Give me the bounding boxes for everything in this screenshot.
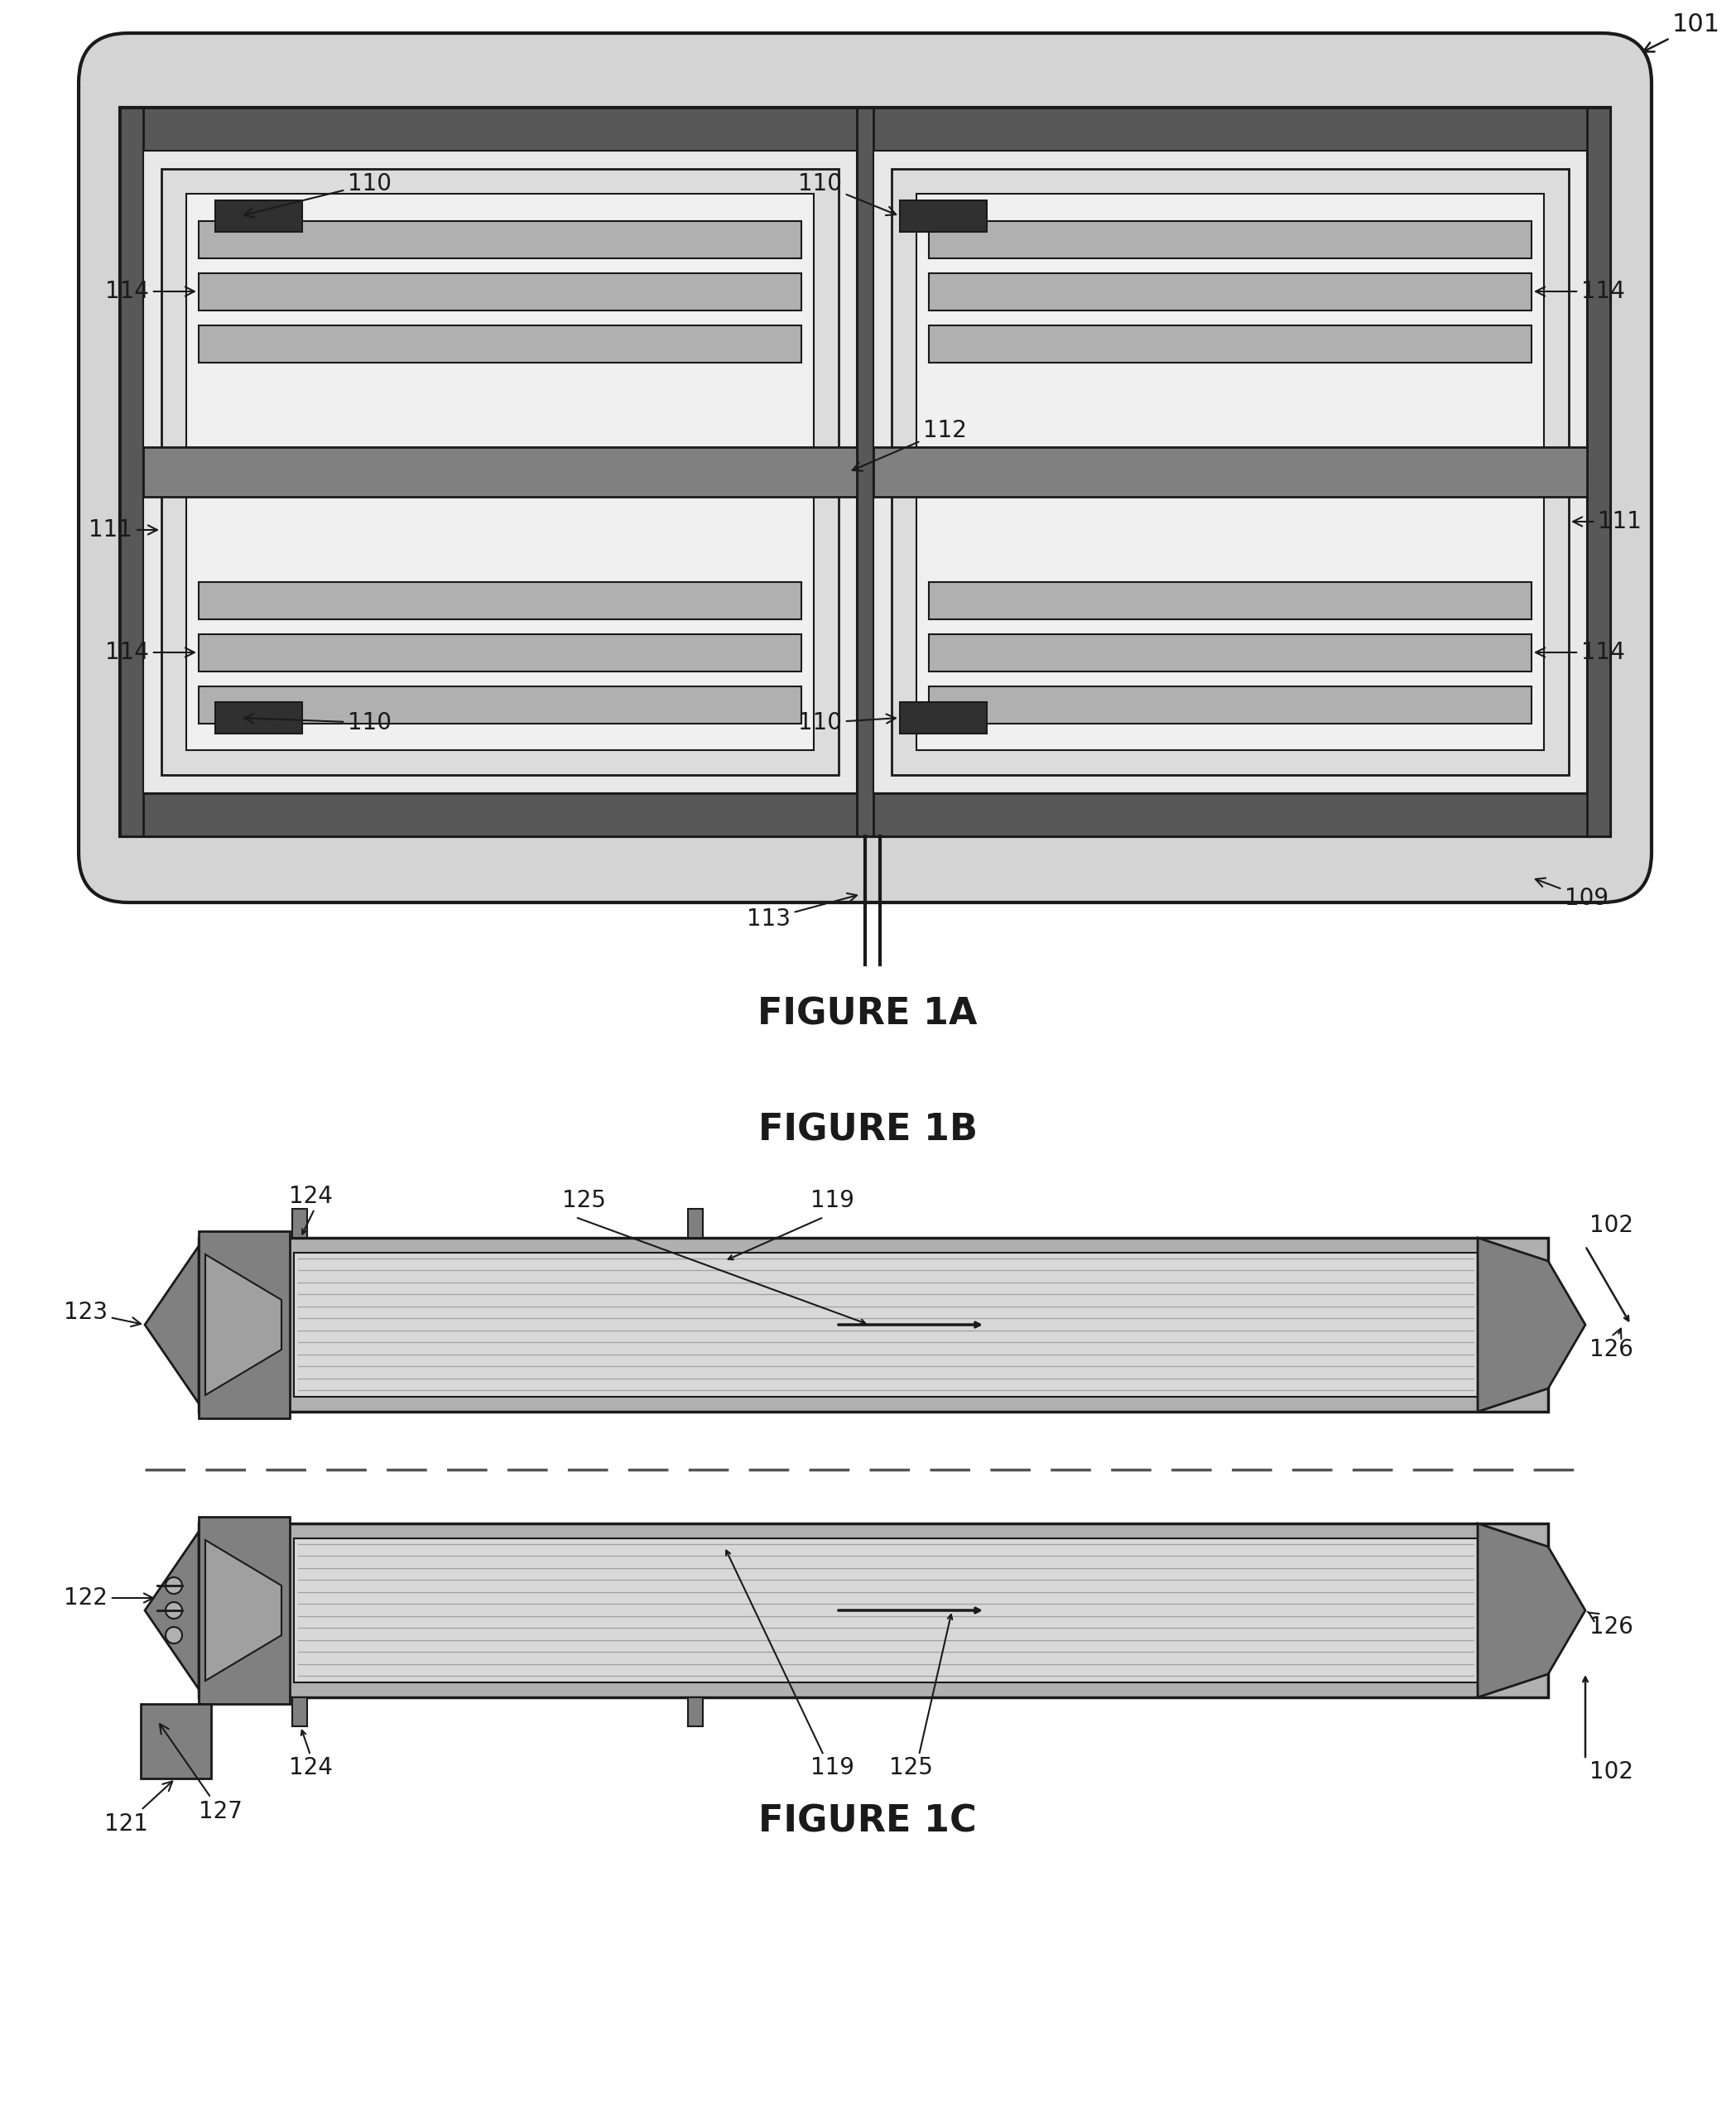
Text: FIGURE 1A: FIGURE 1A <box>757 997 977 1033</box>
Bar <box>917 194 1543 750</box>
Text: 110: 110 <box>799 173 896 215</box>
Bar <box>687 1697 703 1726</box>
Text: 110: 110 <box>245 173 392 217</box>
Bar <box>198 635 802 672</box>
Bar <box>198 221 802 259</box>
Bar <box>899 200 986 232</box>
FancyBboxPatch shape <box>78 34 1651 902</box>
Text: 102: 102 <box>1590 1214 1634 1237</box>
Text: 114: 114 <box>106 280 194 304</box>
Polygon shape <box>1477 1237 1585 1412</box>
Bar <box>929 635 1531 672</box>
Bar <box>929 687 1531 723</box>
Text: 110: 110 <box>799 710 896 734</box>
Polygon shape <box>1477 1524 1585 1697</box>
Bar <box>198 582 802 620</box>
Polygon shape <box>205 1541 281 1680</box>
Circle shape <box>165 1577 182 1594</box>
Bar <box>215 200 302 232</box>
Bar <box>198 1237 1549 1412</box>
Text: FIGURE 1C: FIGURE 1C <box>759 1804 977 1840</box>
Bar <box>929 274 1531 310</box>
Text: 114: 114 <box>1536 641 1625 664</box>
Text: 102: 102 <box>1590 1760 1634 1783</box>
Bar <box>873 447 1587 497</box>
Text: FIGURE 1B: FIGURE 1B <box>759 1113 977 1149</box>
Bar <box>929 221 1531 259</box>
Bar <box>198 1524 1549 1697</box>
Bar <box>292 1697 307 1726</box>
Text: 122: 122 <box>64 1587 153 1611</box>
Bar <box>858 108 873 837</box>
Bar <box>198 1518 290 1703</box>
Bar <box>120 108 1611 837</box>
Text: 127: 127 <box>160 1724 243 1823</box>
Bar <box>293 1252 1477 1398</box>
Text: 111: 111 <box>1573 510 1642 533</box>
Text: 119: 119 <box>811 1756 854 1779</box>
Bar <box>292 1208 307 1237</box>
Text: 119: 119 <box>811 1189 854 1212</box>
Bar <box>120 108 142 837</box>
Circle shape <box>165 1602 182 1619</box>
Polygon shape <box>144 1246 198 1404</box>
Bar <box>142 447 858 497</box>
Bar <box>1587 108 1611 837</box>
Text: 109: 109 <box>1535 879 1609 911</box>
Text: 114: 114 <box>106 641 194 664</box>
Bar <box>198 687 802 723</box>
Bar <box>873 150 1587 793</box>
Bar <box>120 793 1611 837</box>
Text: 112: 112 <box>852 419 967 470</box>
Bar <box>120 108 1611 150</box>
Polygon shape <box>144 1533 198 1689</box>
Text: 114: 114 <box>1536 280 1625 304</box>
Bar <box>141 1703 212 1779</box>
Bar <box>892 169 1569 776</box>
Bar <box>687 1208 703 1237</box>
Bar <box>198 325 802 363</box>
Bar <box>899 702 986 734</box>
Bar <box>293 1539 1477 1682</box>
Bar <box>929 325 1531 363</box>
Text: 101: 101 <box>1644 13 1720 53</box>
Bar <box>215 702 302 734</box>
Text: 126: 126 <box>1587 1613 1634 1638</box>
Text: 110: 110 <box>245 710 392 734</box>
Text: 126: 126 <box>1590 1328 1634 1362</box>
Text: 124: 124 <box>288 1185 332 1208</box>
Bar <box>198 1231 290 1419</box>
Text: 113: 113 <box>746 894 858 930</box>
Bar <box>186 194 814 750</box>
Text: 125: 125 <box>889 1756 932 1779</box>
Polygon shape <box>205 1254 281 1395</box>
Text: 125: 125 <box>562 1189 606 1212</box>
Bar <box>142 150 858 793</box>
Bar <box>161 169 838 776</box>
Bar <box>929 582 1531 620</box>
Circle shape <box>165 1627 182 1644</box>
Text: 121: 121 <box>104 1781 172 1836</box>
Text: 123: 123 <box>64 1301 141 1326</box>
Text: 124: 124 <box>288 1756 332 1779</box>
Text: 111: 111 <box>89 519 158 542</box>
Bar <box>198 274 802 310</box>
